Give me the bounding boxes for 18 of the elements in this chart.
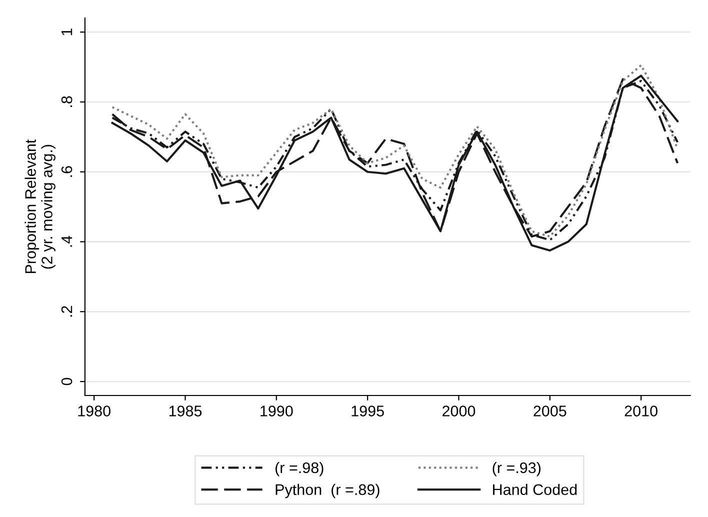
legend-label: (r =.93) — [492, 462, 541, 476]
x-tick-label: 2010 — [624, 406, 658, 416]
legend-label: Python (r =.89) — [276, 484, 380, 498]
y-tick-label: .4 — [62, 236, 72, 247]
y-tick-label: 0 — [61, 378, 72, 386]
y-tick-label: .2 — [61, 306, 72, 317]
x-tick-label: 1980 — [78, 406, 110, 416]
x-tick-label: 1985 — [169, 406, 202, 416]
y-tick-label: 1 — [62, 28, 72, 36]
legend-label: Hand Coded — [493, 484, 577, 496]
y-tick-label: .8 — [61, 96, 72, 107]
x-tick-label: 2000 — [442, 406, 476, 416]
y-tick-label: .6 — [61, 166, 72, 177]
legend-label: (r =.98) — [276, 462, 324, 476]
x-tick-label: 1995 — [352, 406, 384, 416]
x-tick-label: 1990 — [260, 406, 293, 416]
x-tick-label: 2005 — [534, 406, 566, 416]
y-axis-title: Proportion Relevant (2 yr. moving avg.) — [24, 139, 56, 274]
